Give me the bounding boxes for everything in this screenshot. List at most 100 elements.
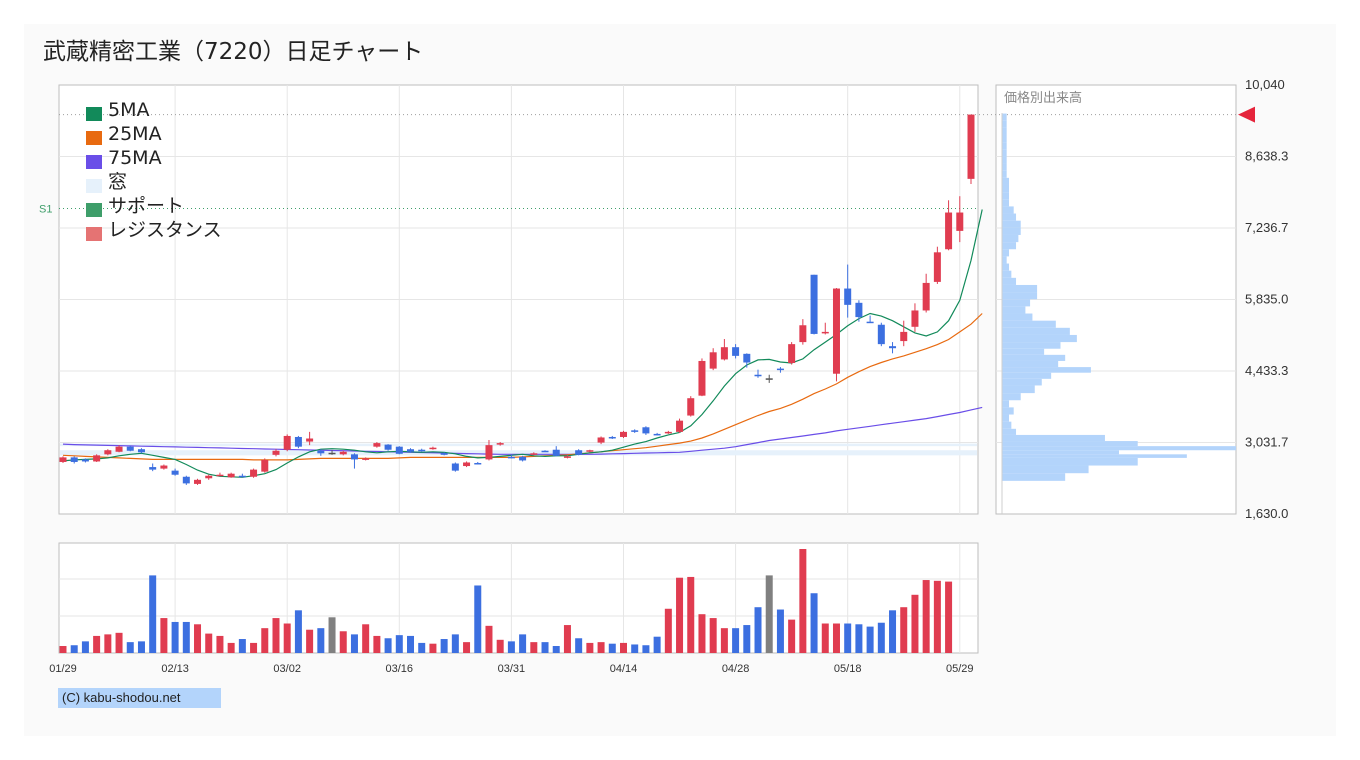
volume-bar: [339, 631, 347, 653]
volume-bar: [507, 641, 515, 653]
candle-body: [59, 457, 67, 462]
volume-bar: [821, 623, 829, 653]
volume-bar: [70, 645, 78, 653]
volume-bar: [59, 646, 67, 653]
volume-bar: [720, 628, 728, 653]
volume-bar: [552, 646, 560, 653]
volume-bar: [687, 576, 695, 653]
x-tick-label: 05/29: [946, 663, 974, 675]
volume-bar: [205, 633, 213, 653]
volume-bar: [653, 636, 661, 653]
volume-bar: [519, 634, 527, 653]
candle-body: [395, 446, 403, 454]
volume-profile-bar: [1002, 256, 1007, 264]
candle-body: [956, 212, 964, 231]
candle-body: [171, 470, 179, 475]
candle-body: [328, 452, 336, 455]
candle-body: [93, 455, 101, 462]
volume-profile-bar: [1002, 334, 1077, 343]
candle-body: [485, 445, 493, 460]
candle-body: [631, 430, 639, 432]
volume-bar: [911, 594, 919, 653]
candle-body: [709, 352, 717, 369]
candle-body: [440, 453, 448, 455]
volume-bar: [440, 639, 448, 653]
candle-body: [586, 450, 594, 452]
candle-body: [306, 438, 314, 442]
candle-body: [832, 288, 840, 374]
volume-profile-bar: [1002, 414, 1010, 422]
candle-body: [608, 436, 616, 439]
candle-body: [126, 446, 134, 451]
volume-bar: [93, 635, 101, 653]
volume-bar: [182, 621, 190, 653]
volume-profile-bar: [1002, 367, 1091, 373]
volume-profile-bar: [1002, 428, 1017, 435]
volume-profile-bar: [1002, 473, 1066, 481]
candle-body: [889, 346, 897, 349]
candle-body: [642, 427, 650, 434]
y-tick-label: 5,835.0: [1245, 292, 1288, 307]
volume-bar: [485, 625, 493, 653]
volume-bar: [922, 580, 930, 653]
ma5-line: [62, 209, 983, 478]
legend-swatch: [86, 179, 102, 193]
candle-body: [261, 459, 269, 472]
volume-bar: [575, 638, 583, 653]
candle-body: [597, 437, 605, 443]
volume-profile-bar: [1002, 206, 1014, 214]
x-tick-label: 01/29: [49, 663, 77, 675]
candle-body: [743, 353, 751, 363]
volume-bar: [384, 638, 392, 653]
candle-body: [698, 360, 706, 396]
volume-bar: [676, 577, 684, 653]
candle-body: [877, 324, 885, 345]
volume-profile-bar: [1002, 277, 1017, 285]
volume-bar: [844, 623, 852, 653]
candle-body: [844, 288, 852, 305]
y-tick-label: 4,433.3: [1245, 363, 1288, 378]
candle-body: [384, 444, 392, 450]
candle-body: [283, 435, 291, 450]
copyright-label: (C) kabu-shodou.net: [58, 688, 221, 708]
volume-bar: [294, 610, 302, 653]
volume-bar: [597, 642, 605, 653]
legend-label: 25MA: [108, 123, 162, 145]
volume-profile-bar: [1002, 313, 1033, 321]
volume-bar: [250, 642, 258, 653]
volume-profile-bar: [1002, 134, 1007, 143]
volume-bar: [889, 610, 897, 653]
volume-profile-bar: [1002, 163, 1007, 171]
volume-bar: [350, 634, 358, 653]
page-title: 武蔵精密工業（7220）日足チャート: [43, 39, 424, 65]
volume-profile-bar: [1002, 227, 1021, 235]
candle-body: [765, 378, 773, 380]
volume-bar: [429, 643, 437, 653]
candle-body: [451, 463, 459, 471]
volume-bar: [586, 642, 594, 653]
candle-body: [496, 443, 504, 445]
candle-body: [250, 469, 258, 477]
candle-body: [776, 368, 784, 371]
y-tick-label: 8,638.3: [1245, 149, 1288, 164]
volume-profile-bar: [1002, 354, 1066, 361]
volume-profile-bar: [1002, 234, 1019, 243]
volume-profile-bar: [1002, 149, 1007, 157]
volume-profile-bar: [1002, 213, 1017, 221]
volume-bar: [126, 642, 134, 653]
candle-body: [933, 252, 941, 282]
volume-bar: [137, 641, 145, 653]
volume-bar: [619, 642, 627, 653]
volume-bar: [81, 641, 89, 653]
candle-body: [687, 398, 695, 416]
volume-bar: [272, 618, 280, 653]
volume-bar: [115, 632, 123, 653]
volume-profile-bar: [1002, 199, 1010, 207]
volume-profile-bar: [1002, 242, 1017, 250]
volume-bar: [194, 624, 202, 653]
volume-bar: [395, 635, 403, 653]
y-tick-label: 7,236.7: [1245, 220, 1288, 235]
volume-bar: [631, 644, 639, 653]
volume-profile-bar: [1002, 434, 1105, 442]
volume-bar: [945, 581, 953, 653]
